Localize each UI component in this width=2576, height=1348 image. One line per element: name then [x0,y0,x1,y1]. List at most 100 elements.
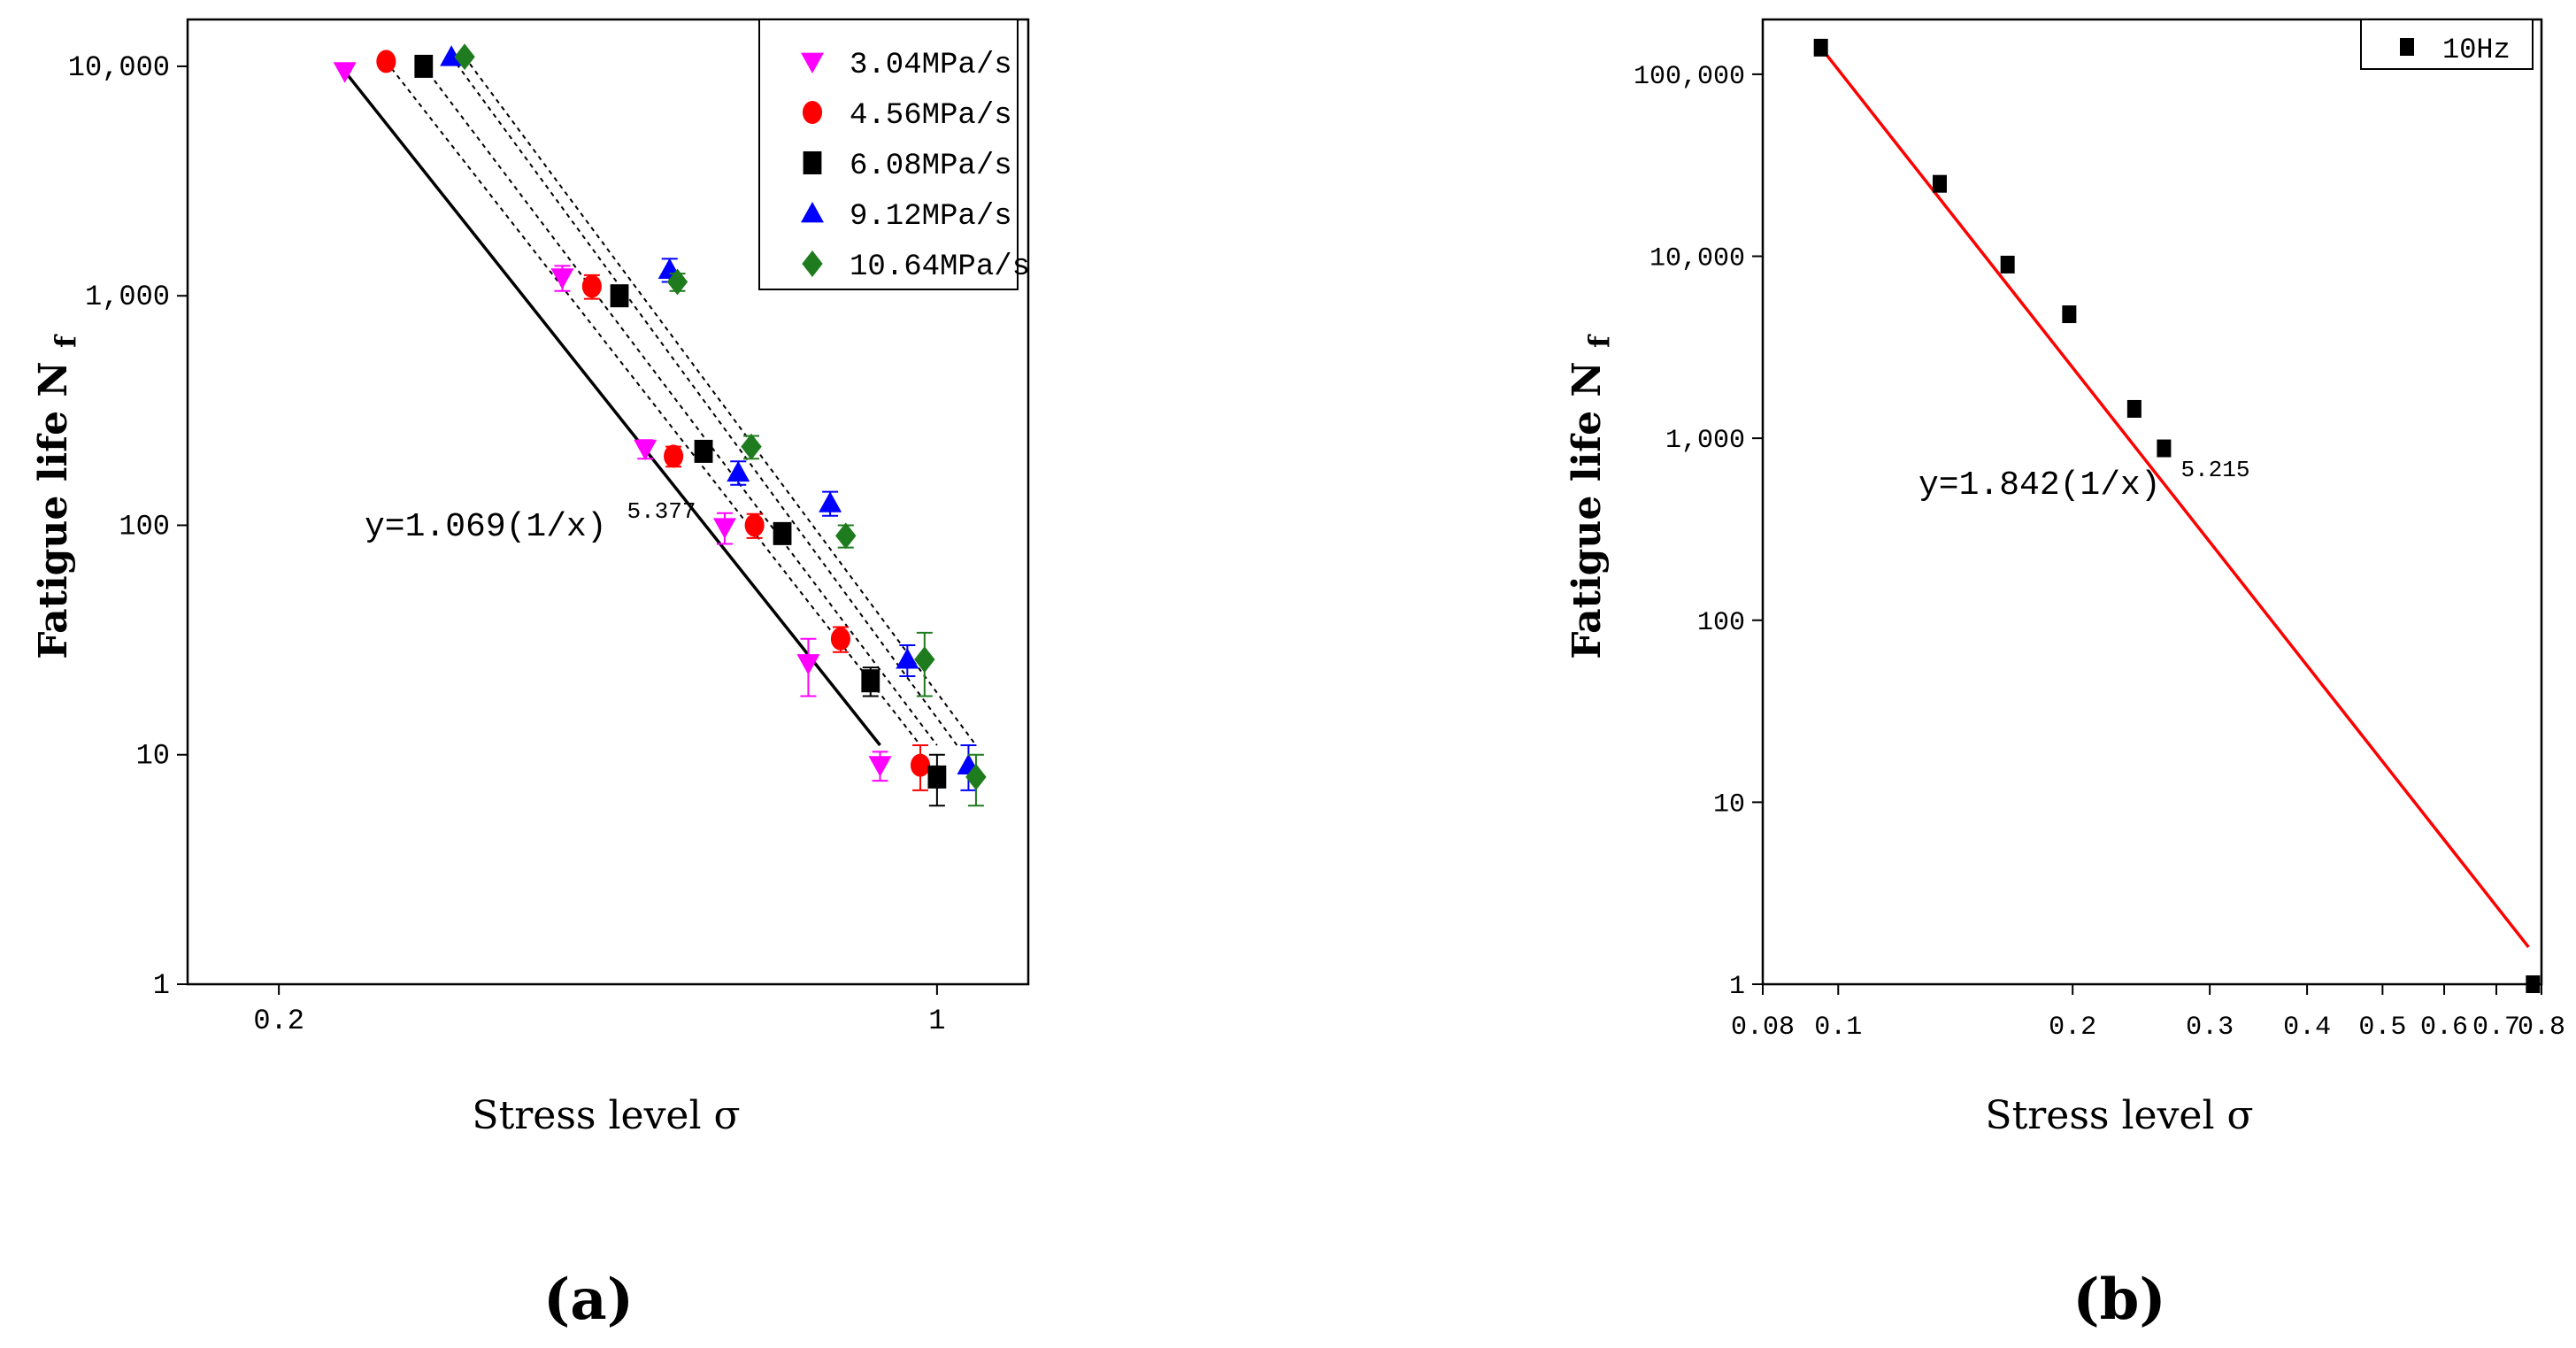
point-b-10hz-3 [2062,305,2077,324]
point-a-9-12mpa-s-3 [819,491,842,512]
x-tick-label-a-1: 1 [928,1005,945,1037]
point-a-3-04mpa-s-1 [550,268,574,289]
dashed-line-a-2 [450,56,958,746]
point-a-4-56mpa-s-5 [910,753,931,777]
point-a-4-56mpa-s-0 [376,50,396,73]
point-a-6-08mpa-s-3 [773,521,792,545]
point-a-6-08mpa-s-5 [927,765,947,789]
legend-item-a-4-56mpa-s: 4.56MPa/s [802,99,1012,133]
point-a-3-04mpa-s-2 [634,439,657,461]
y-tick-label-a-1: 10 [136,740,170,773]
point-b-10hz-4 [2126,399,2142,418]
legend-label-b-10hz: 10Hz [2442,34,2511,66]
legend-symbol-a-6-08mpa-s [803,151,822,174]
point-a-3-04mpa-s-3 [712,518,736,539]
x-tick-label-b-2: 0.2 [2049,1013,2096,1043]
legend-item-a-3-04mpa-s: 3.04MPa/s [801,49,1012,82]
annotation-a-exp: 5.377 [627,498,696,525]
y-tick-label-b-4: 10,000 [1649,244,1745,274]
data-marks-b [1813,38,2541,993]
annotation-a-eq: y=1.069(1/x) [365,508,607,546]
legend-item-a-9-12mpa-s: 9.12MPa/s [801,200,1012,234]
y-tick-label-a-0: 1 [153,969,170,1002]
point-a-10-64mpa-s-3 [835,522,857,550]
legend-item-a-10-64mpa-s: 10.64MPa/s [802,250,1030,284]
legend-a: 3.04MPa/s 4.56MPa/s 6.08MPa/s 9.12MPa/s 10.6… [758,19,1030,290]
point-a-3-04mpa-s-4 [796,654,820,675]
point-a-6-08mpa-s-0 [414,54,434,78]
point-b-10hz-1 [1932,174,1947,193]
y-axis-title-b-main: Fatigue life N [1565,361,1610,659]
legend-b: 10Hz [2360,19,2534,70]
legend-label-a-6-08mpa-s: 6.08MPa/s [850,150,1012,183]
legend-item-a-6-08mpa-s: 6.08MPa/s [803,150,1012,183]
point-a-4-56mpa-s-4 [830,627,850,651]
legend-label-a-9-12mpa-s: 9.12MPa/s [850,200,1012,234]
point-a-9-12mpa-s-2 [727,460,750,482]
y-axis-title-a: Fatigue life N f [31,334,82,659]
x-axis-title-a: Stress level σ [472,1093,740,1138]
panel-label-a: (a) [543,1267,634,1333]
fit-line-b [1819,46,2530,949]
legend-label-a-10-64mpa-s: 10.64MPa/s [850,250,1030,284]
point-b-10hz-2 [2000,255,2015,273]
x-tick-label-b-8: 0.8 [2518,1013,2565,1043]
x-axis-b: 0.08 0.1 0.2 0.3 0.4 0.5 0.6 0.70.8 [1731,984,2565,1043]
x-tick-label-b-6: 0.6 [2420,1013,2468,1043]
point-a-6-08mpa-s-4 [861,669,880,693]
panel-label-b: (b) [2072,1267,2165,1333]
y-tick-label-b-3: 1,000 [1665,426,1745,456]
point-a-10-64mpa-s-1 [666,268,688,296]
dashed-line-a-1 [422,65,938,746]
legend-symbol-a-10-64mpa-s [802,250,823,277]
annotation-b-exp: 5.215 [2180,457,2249,483]
point-a-10-64mpa-s-5 [965,763,987,790]
point-a-3-04mpa-s-0 [333,62,357,83]
x-axis-a: 0.2 1 [253,984,945,1037]
x-tick-label-b-1: 0.1 [1814,1013,1862,1043]
legend-box-b [2360,19,2534,70]
legend-symbol-a-4-56mpa-s [802,101,823,124]
x-tick-label-b-5: 0.5 [2358,1013,2406,1043]
point-a-6-08mpa-s-1 [610,284,629,308]
plot-frame-b [1761,18,2543,986]
point-b-10hz-6 [2526,975,2541,993]
dashed-line-a-3 [464,56,977,746]
point-a-4-56mpa-s-3 [744,513,765,537]
chart-b: 0.08 0.1 0.2 0.3 0.4 0.5 0.6 0.70.8 1 10 100 1,000… [1565,18,2565,1333]
x-axis-title-b: Stress level σ [1985,1093,2253,1138]
point-a-10-64mpa-s-0 [454,43,475,71]
fit-line-a [343,70,881,747]
point-a-4-56mpa-s-2 [664,444,684,468]
x-tick-label-b-3: 0.3 [2186,1013,2234,1043]
legend-box-a [758,19,1019,290]
y-tick-label-b-1: 10 [1713,790,1745,820]
data-marks-a [333,43,987,807]
point-a-4-56mpa-s-1 [581,274,602,298]
x-tick-label-b-7: 0.7 [2472,1013,2520,1043]
x-tick-label-a-0: 0.2 [253,1005,304,1037]
y-axis-a: 1 10 100 1,000 10,000 [68,51,188,1002]
annotation-a: y=1.069(1/x) 5.377 [365,498,696,546]
y-axis-b: 1 10 100 1,000 10,000 100,000 [1634,62,1763,1002]
legend-label-a-3-04mpa-s: 3.04MPa/s [850,49,1012,82]
legend-symbol-b-10hz [2400,38,2414,56]
x-tick-label-b-0: 0.08 [1731,1013,1795,1043]
y-axis-title-b: Fatigue life N f [1565,334,1616,659]
legend-symbol-a-9-12mpa-s [801,202,824,223]
point-a-10-64mpa-s-2 [741,433,762,460]
y-tick-label-a-3: 1,000 [85,281,170,313]
legend-item-b-10hz: 10Hz [2400,34,2511,66]
legend-symbol-a-3-04mpa-s [801,52,824,73]
y-tick-label-a-2: 100 [119,510,170,543]
y-tick-label-b-2: 100 [1697,608,1745,638]
legend-label-a-4-56mpa-s: 4.56MPa/s [850,99,1012,133]
point-b-10hz-5 [2157,439,2172,458]
x-tick-label-b-4: 0.4 [2283,1013,2331,1043]
dashed-line-a-0 [385,60,921,746]
y-tick-label-b-5: 100,000 [1634,62,1745,92]
y-axis-title-a-sub: f [49,334,82,348]
y-tick-label-a-4: 10,000 [68,51,170,84]
y-tick-label-b-0: 1 [1729,972,1745,1002]
